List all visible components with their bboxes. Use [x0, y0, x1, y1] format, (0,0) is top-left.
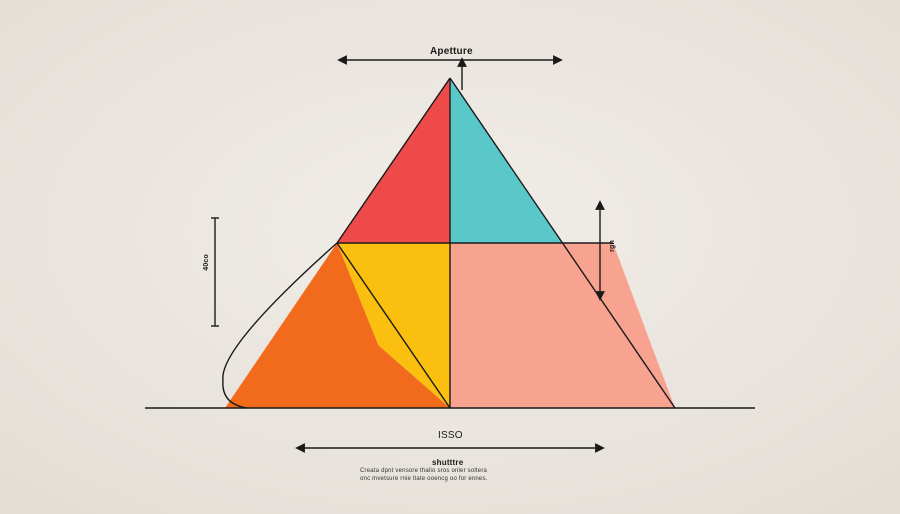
left-scale-label: 40co [203, 254, 210, 271]
shutter-label: shutttre [432, 458, 463, 467]
caption-line-2: onc mvetsure rnie tlate ooencg oo for en… [360, 476, 488, 484]
exposure-triangle-diagram: Apetture ISSO shutttre Creata dpnt venso… [0, 0, 900, 514]
right-scale-label: rgn [609, 240, 616, 252]
caption-line-1: Creata dpnt vensore thalio sros onler so… [360, 468, 487, 476]
iso-label: ISSO [438, 430, 463, 441]
aperture-label: Apetture [430, 46, 473, 57]
